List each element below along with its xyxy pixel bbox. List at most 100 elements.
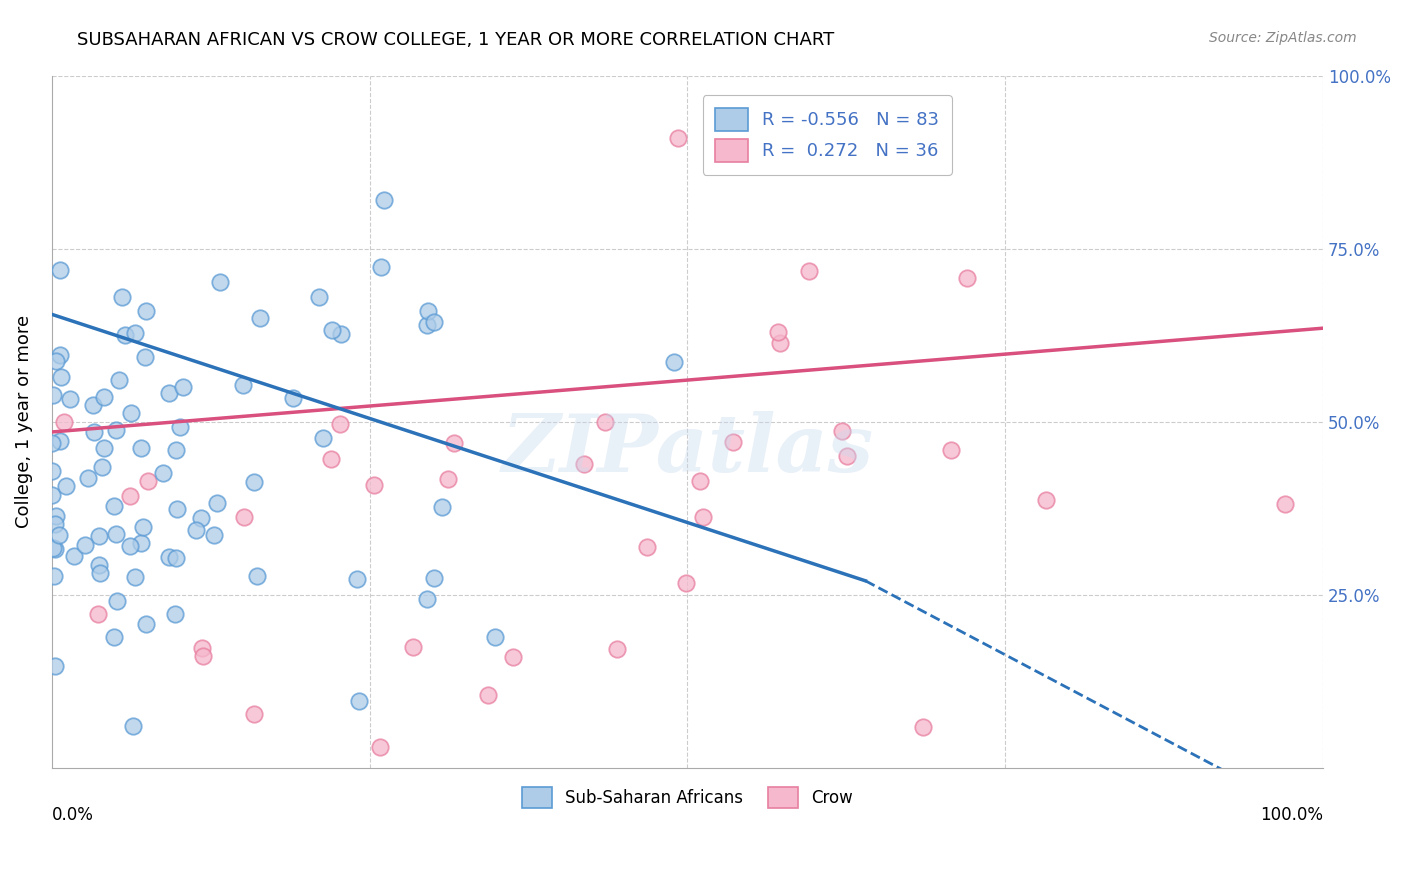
Point xyxy=(593,415,616,429)
Point xyxy=(49,434,72,449)
Point xyxy=(82,398,104,412)
Point xyxy=(370,739,392,754)
Point xyxy=(347,694,370,708)
Point xyxy=(42,569,65,583)
Point xyxy=(418,303,440,318)
Point xyxy=(941,442,963,457)
Text: SUBSAHARAN AFRICAN VS CROW COLLEGE, 1 YEAR OR MORE CORRELATION CHART: SUBSAHARAN AFRICAN VS CROW COLLEGE, 1 YE… xyxy=(77,31,835,49)
Point xyxy=(207,496,229,510)
Point xyxy=(692,509,714,524)
Point xyxy=(120,406,142,420)
Point xyxy=(208,275,231,289)
Point xyxy=(416,318,439,333)
Point xyxy=(423,571,446,585)
Point xyxy=(44,542,66,557)
Point xyxy=(105,527,128,541)
Point xyxy=(172,380,194,394)
Point xyxy=(49,263,72,277)
Point xyxy=(232,378,254,392)
Point xyxy=(135,617,157,632)
Point xyxy=(766,325,789,339)
Point xyxy=(118,490,141,504)
Point xyxy=(105,594,128,608)
Point xyxy=(330,327,353,342)
Text: Source: ZipAtlas.com: Source: ZipAtlas.com xyxy=(1209,31,1357,45)
Point xyxy=(321,323,343,337)
Point xyxy=(114,328,136,343)
Point xyxy=(89,558,111,572)
Point xyxy=(103,499,125,513)
Point xyxy=(122,719,145,733)
Point xyxy=(606,642,628,657)
Point xyxy=(415,591,437,606)
Point xyxy=(308,290,330,304)
Point xyxy=(346,573,368,587)
Point xyxy=(103,630,125,644)
Point xyxy=(152,467,174,481)
Point xyxy=(165,607,187,621)
Text: 100.0%: 100.0% xyxy=(1260,805,1323,824)
Point xyxy=(636,540,658,554)
Point xyxy=(281,391,304,405)
Point xyxy=(246,569,269,583)
Point xyxy=(89,566,111,581)
Point xyxy=(956,271,979,285)
Point xyxy=(49,370,72,384)
Point xyxy=(63,549,86,564)
Point xyxy=(1035,493,1057,508)
Point xyxy=(41,464,63,478)
Point xyxy=(42,388,65,402)
Point xyxy=(312,431,335,445)
Point xyxy=(138,475,160,489)
Point xyxy=(124,326,146,341)
Point xyxy=(363,477,385,491)
Point xyxy=(157,550,180,565)
Point xyxy=(373,193,395,207)
Point xyxy=(443,435,465,450)
Point xyxy=(675,576,697,591)
Point xyxy=(233,509,256,524)
Point xyxy=(45,508,67,523)
Point xyxy=(835,449,858,463)
Point xyxy=(769,335,792,350)
Point xyxy=(134,350,156,364)
Point xyxy=(191,648,214,663)
Point xyxy=(321,452,343,467)
Point xyxy=(157,386,180,401)
Point xyxy=(184,524,207,538)
Point xyxy=(165,550,187,565)
Point xyxy=(242,707,264,722)
Point xyxy=(477,688,499,702)
Point xyxy=(89,528,111,542)
Point xyxy=(48,528,70,542)
Point xyxy=(430,500,453,514)
Point xyxy=(73,538,96,552)
Point xyxy=(912,720,935,734)
Point xyxy=(572,457,595,471)
Point xyxy=(44,516,66,531)
Point xyxy=(502,649,524,664)
Point xyxy=(689,474,711,488)
Point xyxy=(370,260,392,274)
Y-axis label: College, 1 year or more: College, 1 year or more xyxy=(15,315,32,528)
Point xyxy=(93,390,115,404)
Point xyxy=(129,535,152,549)
Point xyxy=(166,502,188,516)
Point xyxy=(135,304,157,318)
Point xyxy=(111,290,134,304)
Point xyxy=(41,488,63,502)
Point xyxy=(329,417,352,431)
Point xyxy=(132,519,155,533)
Point xyxy=(402,640,425,654)
Point xyxy=(124,570,146,584)
Point xyxy=(45,354,67,368)
Point xyxy=(202,528,225,542)
Point xyxy=(831,424,853,438)
Point xyxy=(53,415,76,429)
Point xyxy=(1274,497,1296,511)
Point xyxy=(129,441,152,455)
Point xyxy=(107,373,129,387)
Point xyxy=(723,435,745,450)
Point xyxy=(249,311,271,326)
Point xyxy=(666,131,689,145)
